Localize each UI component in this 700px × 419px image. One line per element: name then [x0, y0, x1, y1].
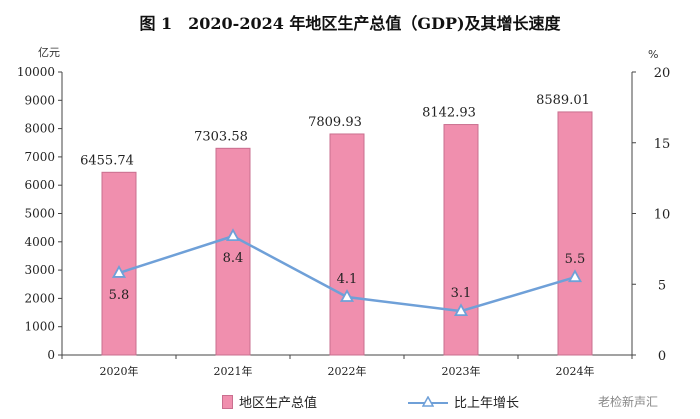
left-axis-tick-label: 0: [47, 348, 55, 362]
chart-title: 图 1 2020-2024 年地区生产总值（GDP)及其增长速度: [139, 14, 561, 33]
legend-item-growth: 比上年增长: [408, 392, 519, 411]
right-axis-tick-label: 15: [654, 137, 671, 152]
left-axis-unit: 亿元: [38, 46, 60, 59]
left-axis-tick-label: 7000: [24, 150, 55, 164]
growth-value-label: 4.1: [337, 272, 358, 287]
growth-point: [453, 303, 469, 317]
bar-value-label: 8589.01: [536, 93, 590, 108]
right-axis-tick-label: 0: [658, 349, 666, 364]
left-axis-tick-label: 6000: [24, 178, 55, 192]
right-axis-unit: %: [648, 48, 659, 61]
growth-point: [339, 289, 355, 302]
x-axis-tick-label: 2022年: [328, 364, 367, 378]
x-axis-tick-label: 2021年: [214, 364, 253, 378]
legend-item-gdp: 地区生产总值: [222, 392, 317, 411]
bar: [101, 171, 137, 356]
growth-value-label: 5.5: [565, 252, 586, 267]
bar: [557, 111, 593, 356]
x-axis-tick-label: 2023年: [442, 364, 481, 378]
left-axis-tick-label: 10000: [17, 65, 55, 79]
legend: 地区生产总值 比上年增长: [0, 392, 700, 412]
bar-value-label: 6455.74: [80, 153, 134, 168]
growth-value-label: 5.8: [109, 288, 130, 303]
right-axis-tick-label: 10: [654, 208, 671, 223]
legend-line-swatch: [408, 395, 448, 409]
watermark: 老检新声汇: [598, 395, 659, 409]
left-axis-tick-label: 2000: [24, 291, 55, 305]
bar-value-label: 7303.58: [194, 129, 248, 144]
growth-point: [567, 269, 583, 283]
bar: [443, 124, 479, 356]
left-axis-tick-label: 3000: [24, 263, 55, 277]
x-axis-tick-label: 2020年: [100, 364, 139, 378]
left-axis-tick-label: 1000: [24, 320, 55, 334]
left-axis-tick-label: 5000: [24, 207, 55, 221]
bar-value-label: 8142.93: [422, 106, 476, 121]
left-axis-tick-label: 4000: [24, 235, 55, 249]
left-axis-tick-label: 9000: [24, 93, 55, 107]
growth-point: [111, 265, 127, 278]
legend-label-growth: 比上年增长: [454, 396, 520, 411]
bar: [329, 133, 365, 356]
bar-value-label: 7809.93: [308, 115, 362, 130]
right-axis-tick-label: 20: [654, 66, 671, 81]
left-axis-tick-label: 8000: [24, 122, 55, 136]
legend-label-gdp: 地区生产总值: [239, 396, 318, 411]
growth-point: [225, 228, 241, 242]
x-axis-tick-label: 2024年: [556, 364, 595, 378]
growth-value-label: 3.1: [451, 286, 472, 301]
right-axis-tick-label: 5: [658, 278, 666, 293]
legend-bar-swatch: [222, 394, 233, 409]
growth-value-label: 8.4: [223, 251, 244, 266]
bar: [215, 147, 251, 356]
